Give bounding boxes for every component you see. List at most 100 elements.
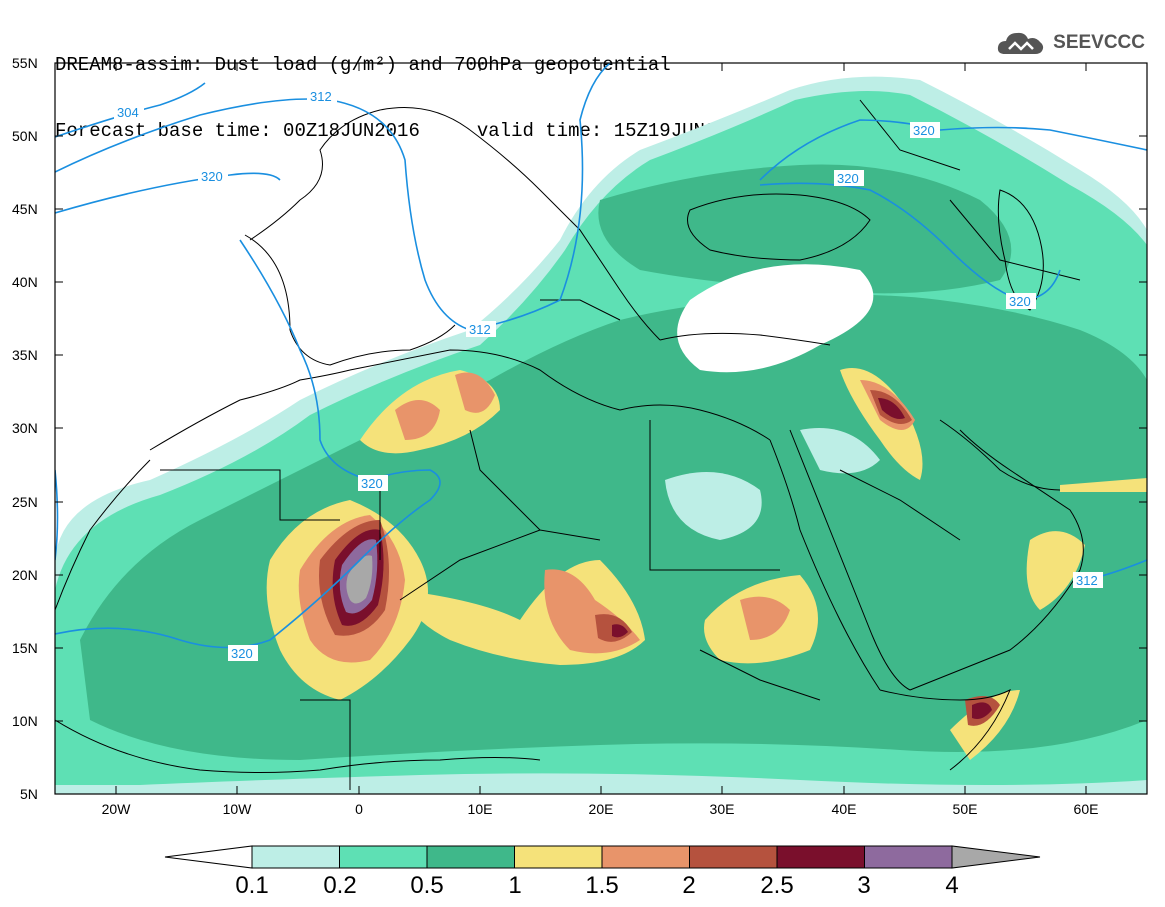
lon-tick-10w: 10W: [223, 801, 253, 817]
logo-text: SEEVCCC: [1053, 32, 1145, 53]
lat-tick-55n: 55N: [12, 55, 38, 71]
contour-label-312-b: 312: [469, 322, 491, 337]
chart-title: DREAM8-assim: Dust load (g/m²) and 700hP…: [55, 54, 671, 76]
dust-area-1.5-e: [740, 596, 790, 640]
dust-area-2.5-d: [972, 702, 992, 719]
dust-area-0.5: [80, 295, 1147, 760]
coastlines: [55, 99, 1084, 790]
lon-tick-60e: 60E: [1074, 801, 1099, 817]
coast-wafrica: [55, 459, 151, 611]
lat-tick-25n: 25N: [12, 494, 38, 510]
contour-304: [55, 82, 206, 138]
contour-label-320-c: 320: [231, 646, 253, 661]
dust-area-1-e: [840, 368, 923, 480]
lon-tick-50e: 50E: [953, 801, 978, 817]
colorbar-label-4: 4: [945, 872, 959, 899]
lat-tick-10n: 10N: [12, 713, 38, 729]
colorbar-label-3: 3: [857, 872, 871, 899]
contour-label-320-d: 320: [913, 123, 935, 138]
lat-tick-15n: 15N: [12, 640, 38, 656]
coast-caspian: [997, 189, 1044, 311]
coast-gulf-guinea: [55, 719, 541, 773]
coast-red-sea: [769, 439, 881, 691]
lat-tick-45n: 45N: [12, 201, 38, 217]
dust-area-1-h: [1060, 478, 1147, 492]
coast-black-sea: [687, 193, 871, 261]
coast-nafrica: [149, 349, 771, 451]
border-8: [699, 649, 821, 701]
lon-tick-20w: 20W: [102, 801, 132, 817]
lon-tick-40e: 40E: [832, 801, 857, 817]
colorbar-bin-7: [776, 845, 865, 869]
cloud-logo-icon: [998, 32, 1044, 54]
lon-tick-30e: 30E: [710, 801, 735, 817]
colorbar-bin-4: [514, 845, 603, 869]
colorbar-label-0.5: 0.5: [410, 872, 444, 899]
contour-312-north: [55, 63, 611, 331]
clear-patch-arabia: [800, 428, 880, 474]
lon-tick-0: 0: [355, 801, 363, 817]
dust-area-2.5-b: [612, 624, 628, 638]
colorbar-label-1.5: 1.5: [585, 872, 619, 899]
coast-arabia-west: [789, 429, 911, 691]
border-1: [160, 469, 340, 521]
border-2: [399, 529, 601, 601]
contour-west-edge: [55, 469, 59, 561]
lat-axis: [55, 62, 1147, 795]
lon-axis: [115, 63, 1087, 794]
dust-area-1.5-d: [455, 372, 495, 413]
border-10: [949, 199, 1081, 281]
contour-label-304: 304: [117, 105, 139, 120]
lon-tick-20e: 20E: [589, 801, 614, 817]
colorbar-arrow-high: [951, 845, 1041, 869]
dust-area-2.5-c: [878, 398, 905, 419]
colorbar-label-1: 1: [508, 872, 522, 899]
border-3: [649, 420, 780, 571]
border-11: [859, 99, 961, 171]
lat-tick-50n: 50N: [12, 128, 38, 144]
colorbar-bin-1: [251, 845, 340, 869]
seevccc-logo: SEEVCCC: [995, 28, 1145, 58]
lat-labels: 55N 50N 45N 40N 35N 30N 25N 20N 15N 10N …: [12, 55, 38, 802]
lon-labels: 20W 10W 0 10E 20E 30E 40E 50E 60E: [102, 801, 1099, 817]
colorbar-bin-8: [864, 845, 953, 869]
clear-patch-egypt: [665, 472, 762, 540]
colorbar-label-2.5: 2.5: [760, 872, 794, 899]
coast-horn: [879, 688, 1011, 771]
contour-label-group: 304 312 320 320 312 320 320 320 312 320: [114, 88, 1103, 661]
contour-320-west: [55, 172, 281, 214]
colorbar-bin-5: [601, 845, 690, 869]
colorbar-bin-2: [339, 845, 428, 869]
dust-area-4: [346, 555, 373, 604]
contour-label-320-f: 320: [1009, 294, 1031, 309]
lat-tick-5n: 5N: [20, 786, 38, 802]
clear-patch-med: [677, 264, 874, 373]
coast-europe: [249, 107, 661, 341]
border-4: [469, 429, 541, 531]
coast-anatolia: [659, 332, 831, 346]
contour-label-320-e: 320: [837, 171, 859, 186]
lat-tick-35n: 35N: [12, 347, 38, 363]
colorbar-bin-3: [426, 845, 515, 869]
colorbar-label-0.2: 0.2: [323, 872, 357, 899]
colorbar-label-0.1: 0.1: [235, 872, 269, 899]
coast-iberia: [244, 234, 456, 366]
border-9: [300, 699, 351, 790]
coast-persian-gulf: [939, 419, 1061, 491]
contour-320-africa: [55, 239, 441, 649]
dust-area-1-f: [1026, 531, 1085, 610]
lat-tick-40n: 40N: [12, 274, 38, 290]
contour-label-320-a: 320: [201, 169, 223, 184]
contour-label-320-b: 320: [361, 476, 383, 491]
dust-field: [55, 76, 1147, 794]
border-6: [839, 469, 961, 541]
contour-label-312-c: 312: [1076, 573, 1098, 588]
dust-area-1.5-c: [395, 400, 440, 440]
colorbar-arrow-low: [164, 845, 253, 869]
border-7: [540, 299, 621, 321]
coast-arabia-south: [909, 429, 1084, 691]
colorbar: [164, 845, 1041, 869]
dust-area-0.5-north: [598, 164, 1012, 294]
lat-tick-30n: 30N: [12, 420, 38, 436]
